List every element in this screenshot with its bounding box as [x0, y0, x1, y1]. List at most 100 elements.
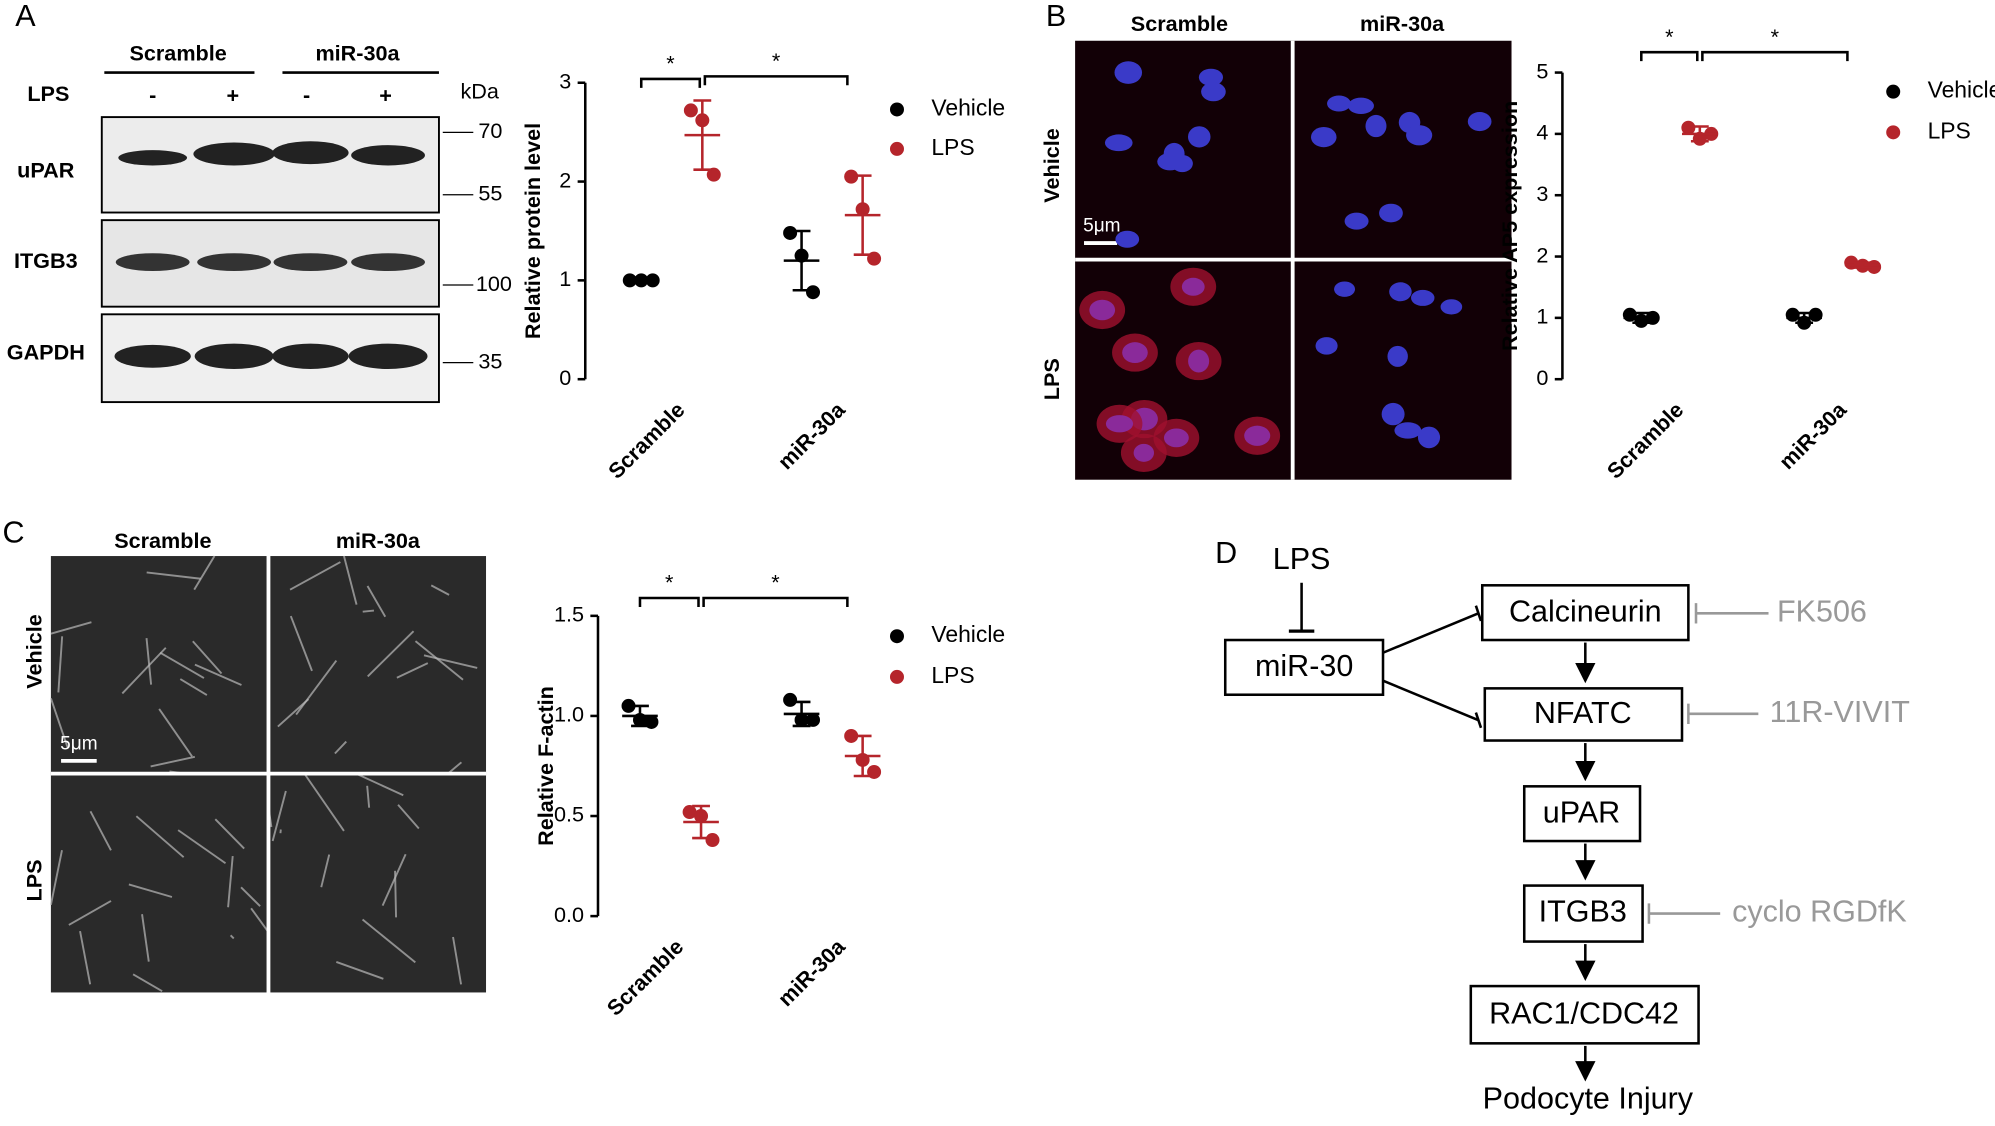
- y-tick-label: 0: [559, 365, 571, 390]
- x-tick-label: Scramble: [602, 934, 688, 1020]
- nucleus: [1366, 115, 1387, 137]
- y-axis-label: Relative F-actin: [533, 686, 558, 846]
- treatment-label: LPS: [27, 81, 69, 106]
- nucleus: [1348, 98, 1374, 114]
- nucleus: [1244, 426, 1270, 446]
- significance-bracket: [705, 76, 848, 85]
- nucleus: [1387, 346, 1407, 367]
- legend-marker: [1886, 125, 1900, 139]
- nucleus: [1441, 299, 1463, 314]
- nucleus: [1418, 427, 1440, 449]
- significance-label: *: [771, 570, 780, 595]
- nucleus: [1134, 444, 1154, 462]
- y-tick-label: 0: [1536, 365, 1548, 390]
- legend-marker: [890, 629, 904, 643]
- row-label: uPAR: [17, 158, 75, 183]
- significance-bracket: [1702, 52, 1847, 61]
- nucleus: [1334, 281, 1355, 296]
- nucleus: [1379, 204, 1403, 223]
- legend-label: Vehicle: [931, 621, 1005, 647]
- marker-label: 100: [476, 271, 512, 296]
- scale-bar-label: 5μm: [1083, 216, 1121, 237]
- phalloidin-images: Scramble miR-30a Vehicle LPS 5μm: [21, 528, 486, 993]
- data-point: [806, 285, 820, 299]
- column-label: miR-30a: [1360, 11, 1445, 36]
- significance-bracket: [641, 79, 700, 88]
- y-tick-label: 0.0: [554, 902, 584, 927]
- data-point: [783, 226, 797, 240]
- lane-label: +: [379, 82, 392, 107]
- nucleus: [1311, 127, 1337, 147]
- nucleus: [1406, 125, 1432, 145]
- y-tick-label: 3: [559, 68, 571, 93]
- significance-label: *: [666, 51, 675, 76]
- legend-marker: [890, 670, 904, 684]
- legend-marker: [890, 102, 904, 116]
- nucleus: [1115, 61, 1143, 84]
- x-tick-label: miR-30a: [773, 933, 851, 1011]
- nucleus: [1345, 213, 1369, 230]
- legend-label: Vehicle: [1928, 77, 1995, 103]
- y-tick-label: 3: [1536, 181, 1548, 206]
- fiber: [363, 611, 374, 612]
- node-label: ITGB3: [1539, 895, 1627, 929]
- inhibitor-label: FK506: [1777, 594, 1867, 628]
- x-tick-label: Scramble: [603, 397, 689, 483]
- y-axis-label: Relative AP5 expression: [1497, 101, 1522, 351]
- panel-letter: C: [3, 515, 25, 549]
- significance-label: *: [1771, 24, 1780, 49]
- nucleus: [1105, 134, 1133, 151]
- nucleus: [1468, 112, 1492, 131]
- nucleus: [1316, 337, 1338, 355]
- node-label: miR-30: [1255, 649, 1353, 683]
- inhibitor-label: cyclo RGDfK: [1732, 895, 1907, 929]
- nucleus: [1394, 422, 1421, 438]
- row-label: Vehicle: [1039, 128, 1064, 202]
- legend-marker: [890, 142, 904, 156]
- data-point: [1809, 308, 1823, 322]
- unit-label: kDa: [460, 79, 499, 104]
- y-tick-label: 1.5: [554, 602, 584, 627]
- scale-bar-label: 5μm: [60, 733, 98, 754]
- y-tick-label: 1: [559, 266, 571, 291]
- data-point: [684, 103, 698, 117]
- lane-label: +: [227, 82, 240, 107]
- node-label: NFATC: [1534, 696, 1632, 730]
- data-point: [783, 693, 797, 707]
- row-label: ITGB3: [14, 248, 78, 273]
- legend-label: LPS: [931, 134, 974, 160]
- column-label: Scramble: [114, 528, 211, 553]
- y-tick-label: 1: [1536, 304, 1548, 329]
- nucleus: [1327, 96, 1351, 112]
- data-point: [1786, 308, 1800, 322]
- y-tick-label: 5: [1536, 58, 1548, 83]
- nucleus: [1382, 403, 1405, 425]
- significance-bracket: [1641, 52, 1697, 61]
- inhibitor-label: 11R-VIVIT: [1770, 695, 1910, 729]
- y-tick-label: 1.0: [554, 702, 584, 727]
- nucleus: [1201, 82, 1226, 101]
- y-axis-label: Relative protein level: [520, 123, 545, 339]
- group-label: miR-30a: [315, 40, 400, 65]
- nucleus: [1089, 300, 1115, 321]
- pathway-diagram: LPS miR-30 Calcineurin NFATC uPAR ITGB3 …: [1225, 542, 1910, 1115]
- y-tick-label: 2: [1536, 242, 1548, 267]
- nucleus: [1106, 415, 1133, 432]
- significance-bracket: [640, 598, 699, 607]
- western-blot: Scramble miR-30a LPS - + - + kDa uPAR IT…: [7, 40, 512, 402]
- x-tick-label: miR-30a: [1774, 396, 1852, 474]
- nucleus: [1182, 278, 1205, 296]
- legend-label: Vehicle: [931, 95, 1005, 121]
- data-point: [706, 833, 720, 847]
- significance-label: *: [772, 48, 781, 73]
- marker-label: 70: [478, 118, 502, 143]
- column-label: Scramble: [1131, 11, 1228, 36]
- panel-letter: B: [1046, 0, 1066, 33]
- row-label: Vehicle: [21, 614, 46, 688]
- panel-letter: A: [15, 0, 36, 33]
- nucleus: [1122, 342, 1148, 363]
- lane-label: -: [303, 82, 310, 107]
- x-tick-label: Scramble: [1602, 397, 1688, 483]
- node-label: Podocyte Injury: [1483, 1082, 1694, 1116]
- row-label: LPS: [21, 859, 46, 901]
